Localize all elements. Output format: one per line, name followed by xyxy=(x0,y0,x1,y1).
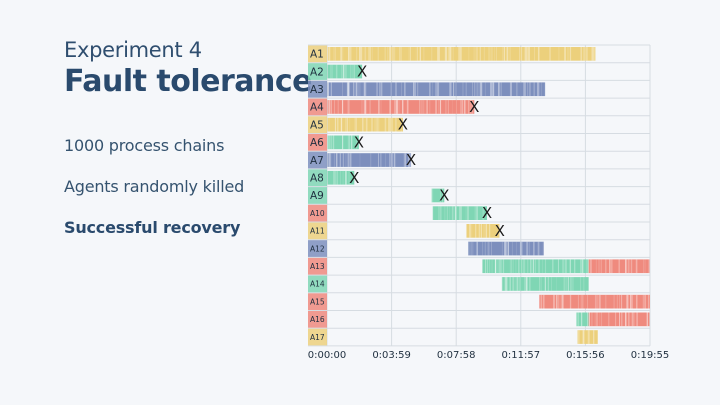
agent-bar-a15 xyxy=(539,294,650,309)
agent-labels: A1 A2 A3 A4 A5 A6 A7 A8 A9 A10 A11 A12 A13 A14 A15 A16 A… xyxy=(308,45,327,346)
agent-label: A7 xyxy=(310,155,324,167)
agent-label-cell xyxy=(308,275,327,293)
agent-label-cell xyxy=(308,151,327,169)
agent-label-cell xyxy=(308,169,327,187)
agent-label-cell xyxy=(308,63,327,80)
agent-label: A8 xyxy=(310,173,324,185)
kill-marker: X xyxy=(357,63,367,81)
agent-label: A9 xyxy=(310,190,324,202)
agent-label: A14 xyxy=(310,280,325,289)
agent-label: A6 xyxy=(310,137,324,149)
kill-marker: X xyxy=(482,204,492,222)
agent-label-cell xyxy=(308,45,327,63)
agent-label-cell xyxy=(308,257,327,275)
agent-bar-a8 xyxy=(327,170,355,185)
x-tick-label: 0:19:55 xyxy=(631,350,670,361)
bullet-successful-recovery: Successful recovery xyxy=(64,218,241,237)
agent-bar-a5 xyxy=(327,117,403,132)
agent-label-cell xyxy=(308,116,327,133)
x-axis-ticks: 0:00:00 0:03:59 0:07:58 0:11:57 0:15:56 0:19:… xyxy=(308,350,670,361)
kill-marker: X xyxy=(354,133,364,151)
bullet-agents-killed: Agents randomly killed xyxy=(64,177,245,196)
agent-label: A17 xyxy=(310,333,325,342)
agent-label: A10 xyxy=(310,209,325,218)
agent-bar-a2 xyxy=(327,64,363,79)
agent-label-cell xyxy=(308,222,327,240)
agent-label-cell xyxy=(308,240,327,257)
agent-bar-a16 xyxy=(588,312,650,327)
agent-label: A1 xyxy=(310,49,324,61)
kill-marker: X xyxy=(495,222,505,240)
agent-label: A4 xyxy=(310,102,324,114)
agent-label-cell xyxy=(308,293,327,310)
agent-bar-a13 xyxy=(482,259,589,274)
agent-bar-a6 xyxy=(327,135,359,150)
kill-marker: X xyxy=(406,151,416,169)
x-tick-label: 0:15:56 xyxy=(566,350,605,361)
agent-bar-a1 xyxy=(327,47,596,61)
kill-marker: X xyxy=(349,169,359,187)
agent-bars xyxy=(327,47,650,344)
x-tick-label: 0:11:57 xyxy=(502,350,541,361)
agent-bar-a10 xyxy=(432,206,488,220)
agent-label: A15 xyxy=(310,297,325,306)
kill-marker: X xyxy=(398,116,408,134)
agent-label-cell xyxy=(308,187,327,204)
agent-bar-a17 xyxy=(577,330,598,344)
agent-bar-a9 xyxy=(431,188,445,203)
kill-marker: X xyxy=(439,186,449,204)
agent-bar-a7 xyxy=(327,153,412,167)
bullet-process-chains: 1000 process chains xyxy=(64,136,225,155)
agent-label-cell xyxy=(308,204,327,222)
agent-label: A13 xyxy=(310,262,325,271)
agent-label-cell xyxy=(308,328,327,346)
x-tick-label: 0:07:58 xyxy=(437,350,476,361)
chart-grid xyxy=(308,44,651,347)
agent-bar-a3 xyxy=(327,82,546,97)
slide-subtitle: Experiment 4 xyxy=(64,38,202,62)
agent-label: A16 xyxy=(310,315,325,324)
agent-bar-a13 xyxy=(588,259,650,274)
agent-label-cell xyxy=(308,80,327,98)
agent-label: A2 xyxy=(310,66,324,78)
agent-label-cell xyxy=(308,98,327,116)
agent-label: A5 xyxy=(310,119,324,131)
slide-title: Fault tolerance xyxy=(64,64,313,99)
x-tick-label: 0:00:00 xyxy=(308,350,347,361)
agent-label: A3 xyxy=(310,84,324,96)
agent-label-cell xyxy=(308,311,327,328)
agent-label: A12 xyxy=(310,244,325,253)
agent-bar-a16 xyxy=(576,312,589,327)
agent-label: A11 xyxy=(310,227,325,236)
x-tick-label: 0:03:59 xyxy=(372,350,411,361)
agent-bar-a14 xyxy=(501,277,589,291)
agent-label-cell xyxy=(308,134,327,151)
kill-marker: X xyxy=(469,98,479,116)
agent-bar-a12 xyxy=(468,241,544,256)
agent-bar-a11 xyxy=(466,224,500,238)
agent-bar-a4 xyxy=(327,100,475,114)
